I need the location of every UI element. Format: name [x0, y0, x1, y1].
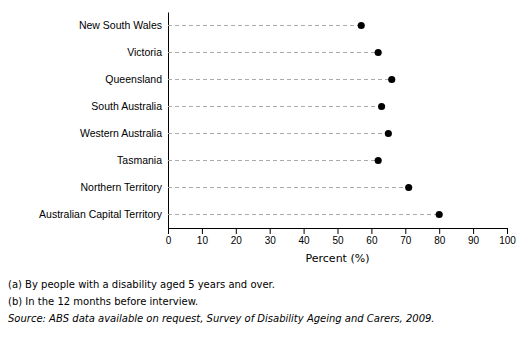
x-tick-label: 80 — [434, 235, 446, 246]
footnote: (a) By people with a disability aged 5 y… — [8, 279, 275, 290]
marks — [168, 22, 443, 218]
x-tick-mark — [338, 228, 339, 234]
x-tick-mark — [439, 228, 440, 234]
y-tick: Victoria — [127, 46, 168, 58]
dot-stem — [168, 25, 361, 26]
dot-stem — [168, 214, 439, 215]
y-tick-label: Western Australia — [80, 127, 162, 139]
dot-stem — [168, 52, 378, 53]
footnotes: (a) By people with a disability aged 5 y… — [8, 279, 435, 324]
dot — [375, 157, 382, 164]
y-tick: Queensland — [105, 73, 168, 85]
x-tick-label: 50 — [332, 235, 344, 246]
dot — [375, 49, 382, 56]
plot: 0 10 20 30 40 50 60 70 80 90 100 Percent (%) New Sou… — [39, 13, 516, 266]
x-tick: 50 — [332, 228, 344, 246]
dot-stem — [168, 160, 378, 161]
x-tick: 20 — [231, 228, 243, 246]
y-axis-line — [168, 13, 169, 229]
x-tick-mark — [202, 228, 203, 234]
x-tick-label: 0 — [166, 235, 172, 246]
y-tick-label: Queensland — [105, 73, 162, 85]
y-tick: Tasmania — [117, 154, 168, 166]
x-tick-mark — [168, 228, 169, 234]
x-tick: 90 — [468, 228, 480, 246]
y-tick-label: New South Wales — [79, 19, 162, 31]
dot — [378, 103, 385, 110]
x-tick-mark — [236, 228, 237, 234]
x-tick-mark — [371, 228, 372, 234]
dot-stem — [168, 133, 388, 134]
y-tick: New South Wales — [79, 19, 168, 31]
y-tick: Western Australia — [80, 127, 168, 139]
y-axis: New South Wales Victoria Queensland South A… — [39, 13, 168, 229]
dot — [436, 211, 443, 218]
dot-stem — [168, 187, 409, 188]
x-tick-mark — [270, 228, 271, 234]
x-tick: 80 — [434, 228, 446, 246]
x-tick: 30 — [265, 228, 277, 246]
x-tick-label: 60 — [366, 235, 378, 246]
x-tick-mark — [507, 228, 508, 234]
x-tick-mark — [473, 228, 474, 234]
dot — [385, 130, 392, 137]
dot-stem — [168, 79, 392, 80]
x-tick: 100 — [499, 228, 516, 246]
dot — [358, 22, 365, 29]
x-tick: 40 — [299, 228, 311, 246]
dot — [405, 184, 412, 191]
footnote: Source: ABS data available on request, S… — [8, 313, 435, 324]
x-tick-label: 90 — [468, 235, 480, 246]
y-tick-label: Tasmania — [117, 154, 162, 166]
y-tick: South Australia — [91, 100, 168, 112]
x-tick-label: 10 — [197, 235, 209, 246]
x-axis-line — [169, 229, 508, 235]
dot-stem — [168, 106, 382, 107]
footnote: (b) In the 12 months before interview. — [8, 296, 198, 307]
x-tick: 70 — [400, 228, 412, 246]
y-tick-label: Northern Territory — [81, 181, 163, 193]
x-tick-mark — [304, 228, 305, 234]
x-tick-label: 40 — [299, 235, 311, 246]
x-tick-label: 70 — [400, 235, 412, 246]
y-tick: Northern Territory — [81, 181, 169, 193]
y-tick-label: South Australia — [91, 100, 162, 112]
x-tick: 60 — [366, 228, 378, 246]
x-axis-label: Percent (%) — [306, 252, 370, 265]
y-tick: Australian Capital Territory — [39, 208, 168, 220]
x-tick-mark — [405, 228, 406, 234]
dot — [388, 76, 395, 83]
x-tick: 10 — [197, 228, 209, 246]
x-tick-label: 30 — [265, 235, 277, 246]
x-tick-label: 100 — [499, 235, 516, 246]
y-tick-label: Australian Capital Territory — [39, 208, 163, 220]
x-tick: 0 — [166, 228, 172, 246]
y-tick-label: Victoria — [127, 46, 162, 58]
x-tick-label: 20 — [231, 235, 243, 246]
chart: 0 10 20 30 40 50 60 70 80 90 100 Percent (%) New Sou… — [0, 0, 529, 340]
x-axis: 0 10 20 30 40 50 60 70 80 90 100 — [166, 228, 517, 246]
